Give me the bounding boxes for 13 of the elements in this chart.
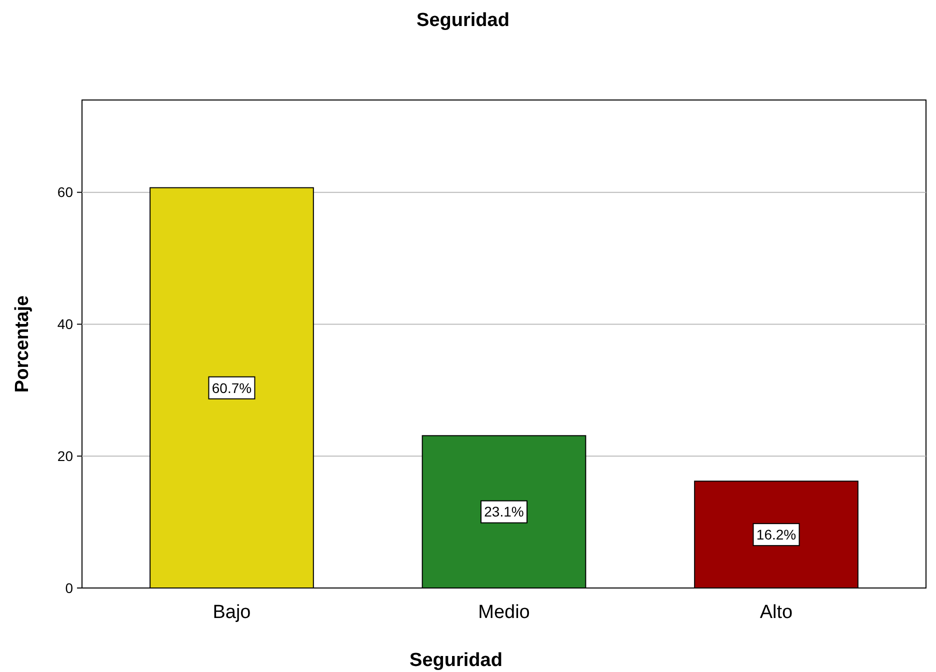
- y-tick-label: 20: [57, 448, 74, 464]
- chart-title: Seguridad: [416, 10, 510, 31]
- x-tick-label: Medio: [478, 602, 530, 623]
- y-tick-label: 40: [57, 316, 74, 332]
- data-label: 23.1%: [484, 504, 524, 520]
- y-tick-label: 60: [57, 184, 74, 200]
- data-label: 16.2%: [756, 526, 796, 542]
- x-tick-label: Alto: [760, 602, 793, 623]
- y-tick-label: 0: [65, 580, 74, 596]
- y-axis-title: Porcentaje: [12, 295, 33, 393]
- data-label: 60.7%: [212, 380, 252, 396]
- x-axis-title: Seguridad: [410, 650, 502, 671]
- x-tick-label: Bajo: [212, 602, 251, 623]
